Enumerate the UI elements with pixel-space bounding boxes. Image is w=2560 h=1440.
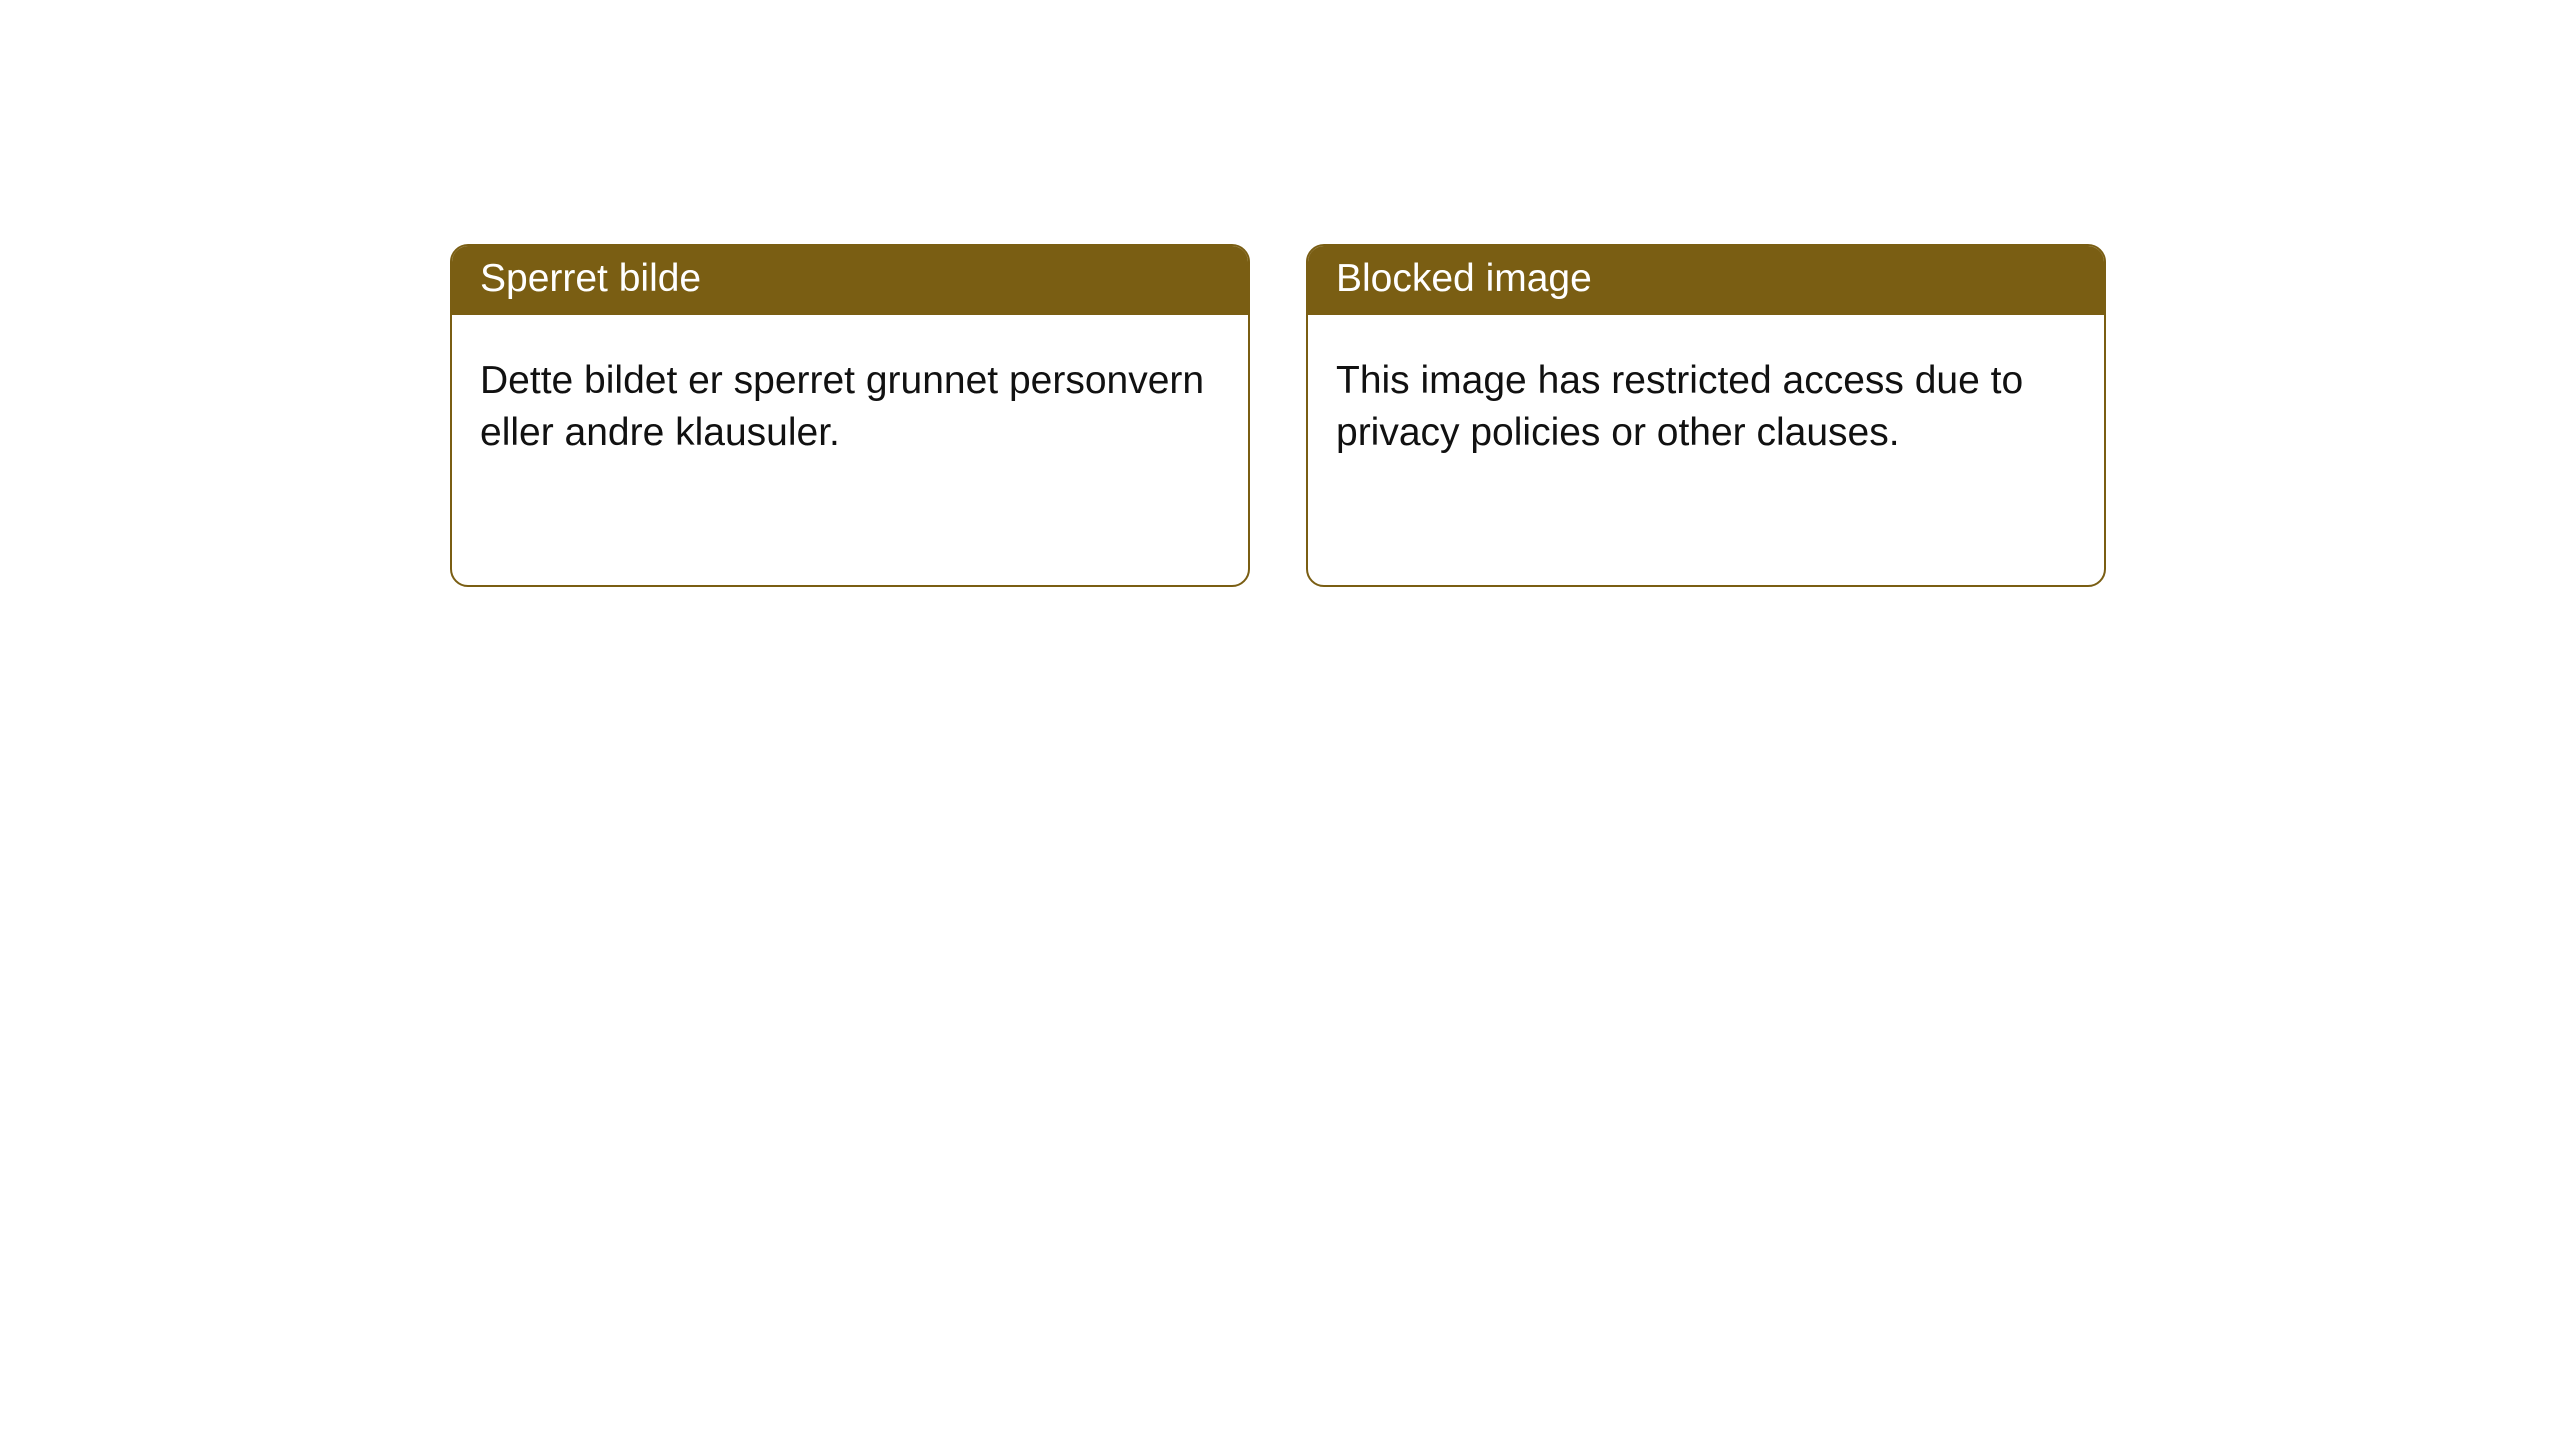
notice-card-norwegian: Sperret bilde Dette bildet er sperret gr… — [450, 244, 1250, 587]
notice-body-english: This image has restricted access due to … — [1308, 315, 2104, 585]
notice-card-english: Blocked image This image has restricted … — [1306, 244, 2106, 587]
notice-body-norwegian: Dette bildet er sperret grunnet personve… — [452, 315, 1248, 585]
notice-title-norwegian: Sperret bilde — [452, 246, 1248, 315]
notice-container: Sperret bilde Dette bildet er sperret gr… — [0, 0, 2560, 587]
notice-title-english: Blocked image — [1308, 246, 2104, 315]
